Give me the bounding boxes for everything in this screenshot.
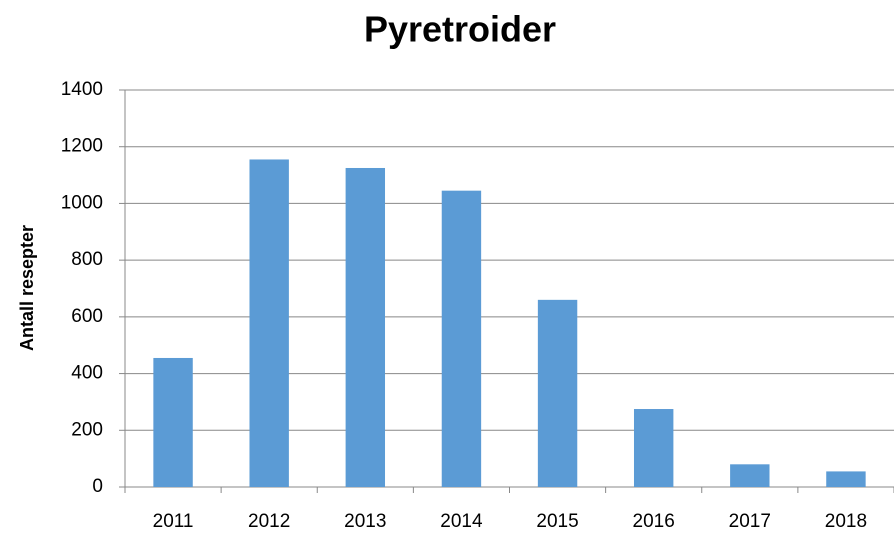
x-tick-label: 2018	[825, 511, 867, 532]
x-tick-label: 2016	[633, 511, 675, 532]
y-tick-label: 400	[71, 363, 103, 384]
x-tick-label: 2017	[729, 511, 771, 532]
x-tick-label: 2013	[344, 511, 386, 532]
y-tick-label: 800	[71, 249, 103, 270]
bar	[633, 409, 674, 487]
y-tick-label: 1400	[61, 79, 103, 100]
y-tick-label: 600	[71, 306, 103, 327]
bar	[537, 299, 578, 487]
bar	[153, 357, 193, 487]
y-axis-label: Antall resepter	[17, 225, 37, 351]
x-tick-label: 2015	[536, 511, 578, 532]
x-tick-label: 2014	[440, 511, 483, 532]
y-tick-label: 1000	[61, 192, 103, 213]
bar	[345, 167, 386, 487]
bar	[441, 190, 482, 488]
chart-title: Pyretroider	[364, 9, 556, 50]
x-tick-label: 2011	[153, 511, 194, 532]
bar	[826, 471, 866, 487]
bar	[249, 159, 289, 487]
y-tick-label: 0	[92, 476, 103, 497]
bar	[730, 464, 770, 487]
y-tick-label: 200	[71, 419, 103, 440]
x-tick-label: 2012	[248, 511, 290, 532]
y-tick-label: 1200	[61, 136, 103, 157]
